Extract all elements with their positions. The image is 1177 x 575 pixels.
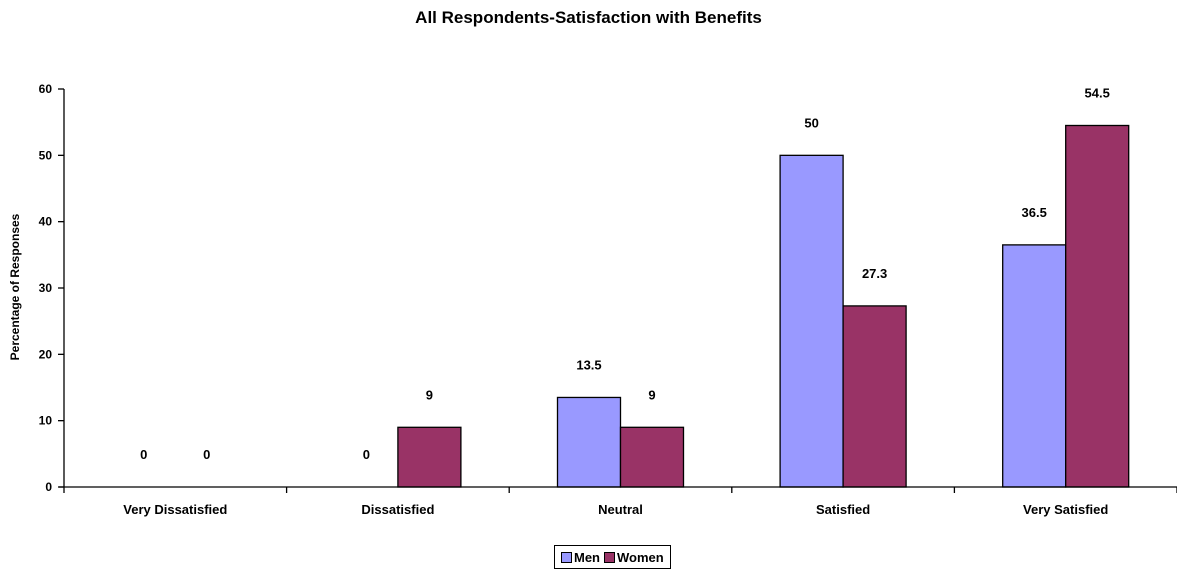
bar-women-3 [842,305,907,488]
bar-women-4 [1065,124,1130,488]
x-tick-label-4: Very Satisfied [1023,502,1108,517]
y-tick-label-0: 0 [45,480,52,494]
data-label-men-1: 0 [363,447,370,462]
data-label-women-3: 27.3 [862,266,887,281]
data-label-men-2: 13.5 [576,357,601,372]
legend-swatch-men [561,551,572,563]
legend-item-women: Women [604,550,664,565]
data-label-men-4: 36.5 [1022,205,1047,220]
chart-title: All Respondents-Satisfaction with Benefi… [415,8,762,27]
data-label-women-1: 9 [426,387,433,402]
bar-women-2 [619,426,685,488]
bar-men-2 [556,396,622,488]
y-tick-label-50: 50 [39,148,53,162]
y-tick-label-40: 40 [39,215,53,229]
data-label-men-3: 50 [804,115,818,130]
x-tick-label-2: Neutral [598,502,643,517]
legend-item-men: Men [561,550,600,565]
legend-label-men: Men [574,549,600,565]
y-axis-title: Percentage of Responses [8,213,22,360]
bar-men-4 [1002,244,1067,488]
x-tick-label-1: Dissatisfied [361,502,434,517]
y-tick-label-10: 10 [39,414,53,428]
x-tick-label-0: Very Dissatisfied [123,502,227,517]
y-tick-label-20: 20 [39,347,53,361]
legend-label-women: Women [617,549,664,565]
data-label-women-4: 54.5 [1085,85,1110,100]
data-label-women-0: 0 [203,447,210,462]
x-tick-label-3: Satisfied [816,502,870,517]
legend-swatch-women [604,551,615,563]
chart-legend: Men Women [554,545,671,569]
y-tick-label-30: 30 [39,281,53,295]
data-label-men-0: 0 [140,447,147,462]
y-tick-label-60: 60 [39,82,53,96]
data-label-women-2: 9 [648,387,655,402]
bar-men-3 [779,154,844,488]
bar-women-1 [397,426,462,488]
